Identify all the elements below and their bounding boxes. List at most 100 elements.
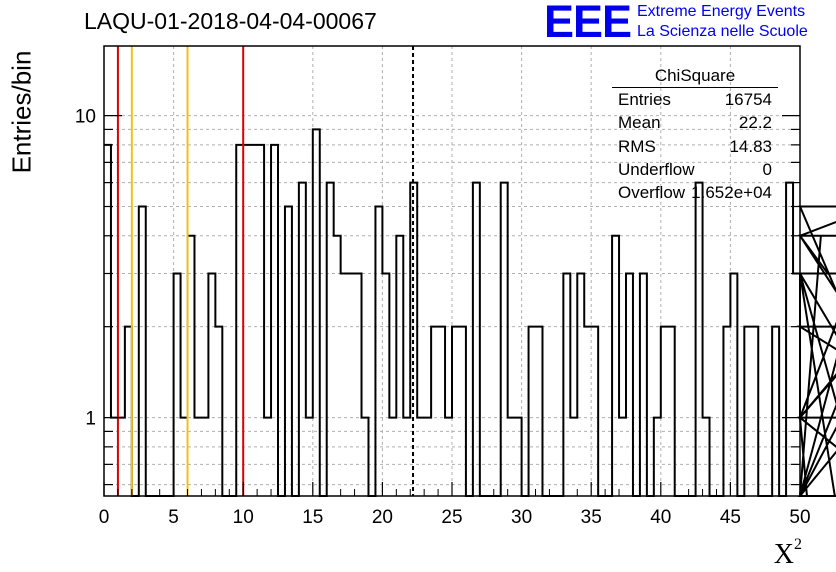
x-tick-label: 50	[789, 507, 810, 528]
x-tick-label: 20	[372, 507, 393, 528]
histogram-bin	[772, 327, 779, 496]
histogram-bin	[125, 327, 132, 496]
histogram-bin	[529, 327, 536, 496]
histogram-bin	[626, 274, 633, 496]
histogram-bin	[208, 274, 215, 496]
histogram-bin	[118, 418, 125, 496]
histogram-bin	[668, 327, 675, 496]
histogram-bin	[515, 418, 522, 496]
histogram-bin	[654, 418, 661, 496]
x-tick-label: 35	[581, 507, 602, 528]
histogram-bin	[194, 418, 201, 496]
histogram-bin	[536, 327, 543, 496]
histogram-bin	[334, 236, 341, 496]
histogram-bin	[591, 327, 598, 496]
histogram-bin	[640, 274, 647, 496]
histogram-bin	[313, 129, 320, 496]
histogram-bin	[104, 145, 111, 496]
x-tick-label: 5	[168, 507, 179, 528]
tick-labels: 0 5 10 15 20 25 30 35 40 45 50 1 10	[75, 107, 811, 528]
histogram-bin	[188, 236, 195, 496]
histogram-bin	[243, 145, 250, 496]
histogram-bin	[181, 418, 188, 496]
histogram-bin	[299, 183, 306, 496]
histogram-bin	[730, 274, 737, 496]
histogram-bin	[327, 183, 334, 496]
histogram-bin	[661, 327, 668, 496]
histogram-bin	[306, 418, 313, 496]
logo-tagline-2: La Scienza nelle Scuole	[637, 23, 808, 40]
histogram-bin	[744, 327, 751, 496]
histogram-bin	[362, 418, 369, 496]
stats-label: Mean	[618, 113, 661, 133]
x-axis-label-superscript: 2	[794, 536, 802, 553]
stats-value: 0	[762, 159, 772, 179]
x-tick-label: 40	[650, 507, 671, 528]
histogram-bin	[139, 207, 146, 496]
histogram-bin	[341, 274, 348, 496]
histogram-bin	[473, 183, 480, 496]
histogram-bin	[563, 274, 570, 496]
stats-label: Overflow	[618, 183, 686, 203]
histogram-bin	[452, 327, 459, 496]
stats-value: 16754	[724, 90, 772, 109]
histogram-bin	[619, 418, 626, 496]
stats-row-underflow: Underflow 0	[612, 158, 778, 181]
histogram-bin	[382, 274, 389, 496]
histogram-bin	[459, 327, 466, 496]
marker-lines	[116, 46, 415, 496]
histogram-bin	[396, 236, 403, 496]
stats-label: Underflow	[618, 159, 695, 179]
y-tick-label: 10	[75, 107, 96, 128]
histogram-bin	[793, 274, 800, 496]
x-tick-label: 0	[99, 507, 110, 528]
histogram-bin	[215, 327, 222, 496]
histogram-bin	[696, 183, 703, 496]
stats-box: ChiSquare Entries 16754 Mean 22.2 RMS 14…	[612, 65, 778, 204]
stats-row-rms: RMS 14.83	[612, 135, 778, 158]
stats-label: Entries	[618, 90, 671, 109]
stats-value: 22.2	[738, 113, 772, 133]
histogram-bin	[285, 207, 292, 496]
histogram-bin	[431, 327, 438, 496]
x-tick-label: 30	[511, 507, 532, 528]
axis-ticks	[103, 114, 801, 496]
histogram-bin	[201, 418, 208, 496]
histogram-bin	[424, 418, 431, 496]
stats-row-mean: Mean 22.2	[612, 111, 778, 134]
x-axis-label: X2	[774, 536, 802, 571]
stats-title: ChiSquare	[612, 65, 778, 88]
y-tick-label: 1	[85, 409, 96, 430]
histogram-bin	[723, 327, 730, 496]
histogram-bin	[403, 418, 410, 496]
x-tick-label: 15	[302, 507, 323, 528]
histogram-bin	[389, 418, 396, 496]
histogram-bin	[570, 418, 577, 496]
histogram-bin	[577, 274, 584, 496]
x-axis-label-base: X	[773, 539, 794, 570]
histogram-bin	[250, 145, 257, 496]
eee-logo: EEE	[544, 0, 632, 47]
histogram-bin	[236, 145, 243, 496]
histogram-bin	[417, 418, 424, 496]
histogram-bin	[786, 183, 793, 496]
stats-value: 14.83	[729, 136, 772, 156]
histogram-bin	[751, 327, 758, 496]
histogram-bin	[501, 183, 508, 496]
histogram-bin	[508, 418, 515, 496]
stats-value: 1.652e+04	[691, 183, 772, 203]
stats-row-entries: Entries 16754	[612, 88, 778, 111]
histogram-bin	[355, 274, 362, 496]
histogram-bin	[584, 327, 591, 496]
histogram-bin	[257, 145, 264, 496]
histogram-bin	[445, 418, 452, 496]
stats-label: RMS	[618, 136, 656, 156]
histogram-bin	[375, 207, 382, 496]
stats-row-overflow: Overflow 1.652e+04	[612, 181, 778, 204]
histogram-bin	[264, 418, 271, 496]
histogram-bin	[612, 236, 619, 496]
logo-tagline-1: Extreme Energy Events	[637, 3, 806, 20]
x-tick-label: 25	[441, 507, 462, 528]
y-axis-label: Entries/bin	[6, 50, 37, 174]
